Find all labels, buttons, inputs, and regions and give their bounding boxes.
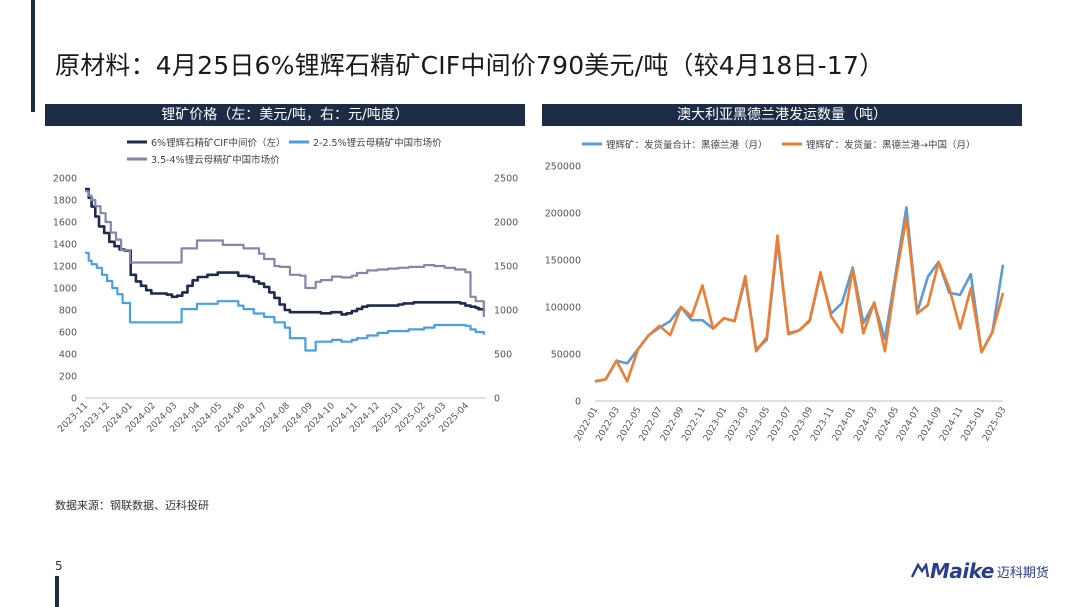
- legend-label: 锂辉矿：发货量：黑德兰港→中国（月）: [806, 139, 975, 151]
- series-line: [85, 190, 485, 317]
- y-right-tick-label: 1500: [494, 262, 518, 273]
- series-line: [85, 187, 486, 316]
- logo-mark-icon: [910, 563, 930, 578]
- y-right-tick-label: 2500: [494, 174, 518, 185]
- y-left-tick-label: 1200: [53, 262, 77, 273]
- y-tick-label: 0: [575, 397, 581, 408]
- slide-title: 原材料：4月25日6%锂辉石精矿CIF中间价790美元/吨（较4月18日-17）: [55, 51, 885, 80]
- accent-bar-top: [31, 0, 35, 112]
- y-left-tick-label: 2000: [53, 174, 77, 185]
- legend-label: 2-2.5%锂云母精矿中国市场价: [313, 137, 442, 149]
- y-left-tick-label: 600: [59, 328, 77, 339]
- y-left-tick-label: 1400: [53, 240, 77, 251]
- logo-latin-text: Maike: [930, 559, 994, 583]
- y-left-tick-label: 800: [59, 306, 77, 317]
- series-line: [594, 206, 1005, 383]
- y-tick-label: 250000: [545, 162, 581, 173]
- y-left-tick-label: 400: [59, 350, 77, 361]
- legend-label: 6%锂辉石精矿CIF中间价（左）: [151, 137, 285, 149]
- series-line: [594, 216, 1005, 383]
- y-tick-label: 100000: [545, 303, 581, 314]
- y-left-tick-label: 1800: [53, 196, 77, 207]
- lithium-ore-price-chart: 6%锂辉石精矿CIF中间价（左） 2-2.5%锂云母精矿中国市场价 3.5-4%锂云…: [53, 137, 518, 435]
- y-right-tick-label: 500: [494, 350, 512, 361]
- y-left-tick-label: 1000: [53, 284, 77, 295]
- y-left-tick-label: 1600: [53, 218, 77, 229]
- series-line: [85, 251, 485, 352]
- logo-cn-text: 迈科期货: [996, 565, 1049, 581]
- y-tick-label: 50000: [551, 350, 581, 361]
- y-tick-label: 150000: [545, 256, 581, 267]
- y-right-tick-label: 1000: [494, 306, 518, 317]
- maike-logo: Maike 迈科期货: [910, 557, 1049, 585]
- right-chart-header: 澳大利亚黑德兰港发运数量（吨）: [542, 104, 1022, 126]
- data-source-note: 数据来源：钢联数据、迈科投研: [55, 499, 209, 512]
- y-left-tick-label: 200: [59, 372, 77, 383]
- y-left-tick-label: 0: [71, 394, 77, 405]
- legend-label: 锂辉矿：发货量合计：黑德兰港（月）: [606, 139, 768, 151]
- left-chart-header: 锂矿价格（左：美元/吨，右：元/吨度）: [45, 104, 525, 126]
- y-right-tick-label: 2000: [494, 218, 518, 229]
- y-tick-label: 200000: [545, 209, 581, 220]
- legend-label: 3.5-4%锂云母精矿中国市场价: [151, 154, 280, 166]
- accent-bar-bottom: [55, 576, 59, 607]
- port-hedland-shipments-chart: 锂辉矿：发货量合计：黑德兰港（月） 锂辉矿：发货量：黑德兰港→中国（月） 0 5000…: [545, 139, 1009, 443]
- y-right-tick-label: 0: [494, 394, 500, 405]
- page-number: 5: [55, 559, 63, 573]
